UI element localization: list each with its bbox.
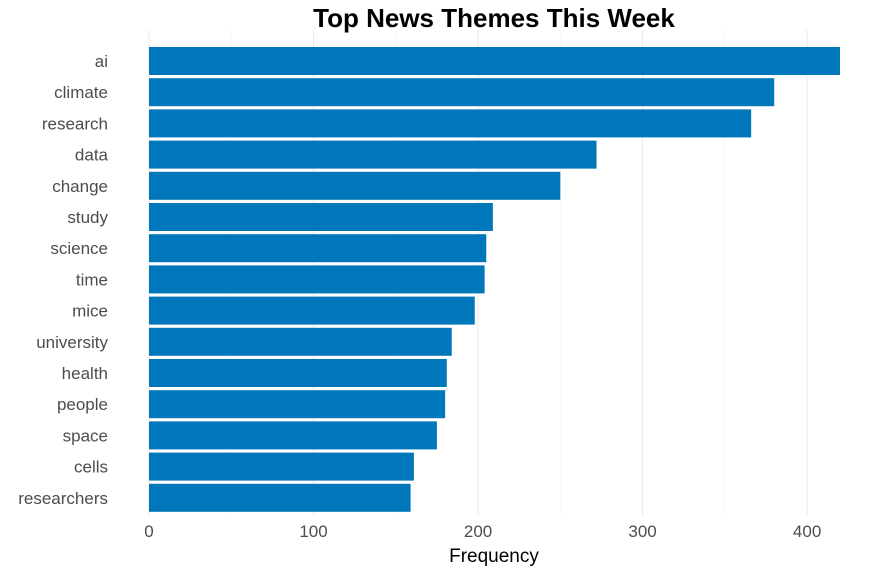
bar-mice bbox=[149, 296, 475, 325]
bar-time bbox=[149, 265, 485, 294]
category-labels: ai climate research data change study science t… bbox=[18, 52, 108, 508]
bar-ai bbox=[149, 47, 840, 75]
x-axis-title: Frequency bbox=[449, 546, 539, 567]
category-label-health: health bbox=[62, 364, 108, 383]
category-label-ai: ai bbox=[95, 52, 108, 71]
x-tick-labels: 0 100 200 300 400 bbox=[144, 522, 821, 541]
bar-people bbox=[149, 390, 446, 419]
category-label-mice: mice bbox=[72, 302, 108, 321]
x-tick-label: 100 bbox=[299, 522, 327, 541]
bar-research bbox=[149, 109, 752, 138]
category-label-science: science bbox=[50, 239, 108, 258]
bar-researchers bbox=[149, 483, 411, 512]
category-label-researchers: researchers bbox=[18, 489, 108, 508]
bar-cells bbox=[149, 452, 414, 481]
category-label-time: time bbox=[76, 270, 108, 289]
category-label-climate: climate bbox=[54, 83, 108, 102]
category-label-space: space bbox=[63, 426, 108, 445]
x-tick-label: 0 bbox=[144, 522, 153, 541]
category-label-change: change bbox=[52, 177, 108, 196]
bar-science bbox=[149, 234, 487, 263]
bar-climate bbox=[149, 78, 775, 107]
x-tick-label: 400 bbox=[793, 522, 821, 541]
bar-health bbox=[149, 359, 447, 387]
bar-university bbox=[149, 327, 452, 356]
category-label-study: study bbox=[67, 208, 108, 227]
bars bbox=[149, 47, 840, 512]
x-tick-label: 200 bbox=[464, 522, 492, 541]
x-tick-label: 300 bbox=[628, 522, 656, 541]
category-label-data: data bbox=[75, 146, 109, 165]
bar-space bbox=[149, 421, 437, 450]
bar-study bbox=[149, 203, 493, 231]
category-label-cells: cells bbox=[74, 458, 108, 477]
category-label-university: university bbox=[36, 333, 108, 352]
category-label-research: research bbox=[42, 114, 108, 133]
bar-change bbox=[149, 171, 561, 200]
bar-data bbox=[149, 140, 597, 169]
category-label-people: people bbox=[57, 395, 108, 414]
chart-title: Top News Themes This Week bbox=[313, 3, 675, 33]
